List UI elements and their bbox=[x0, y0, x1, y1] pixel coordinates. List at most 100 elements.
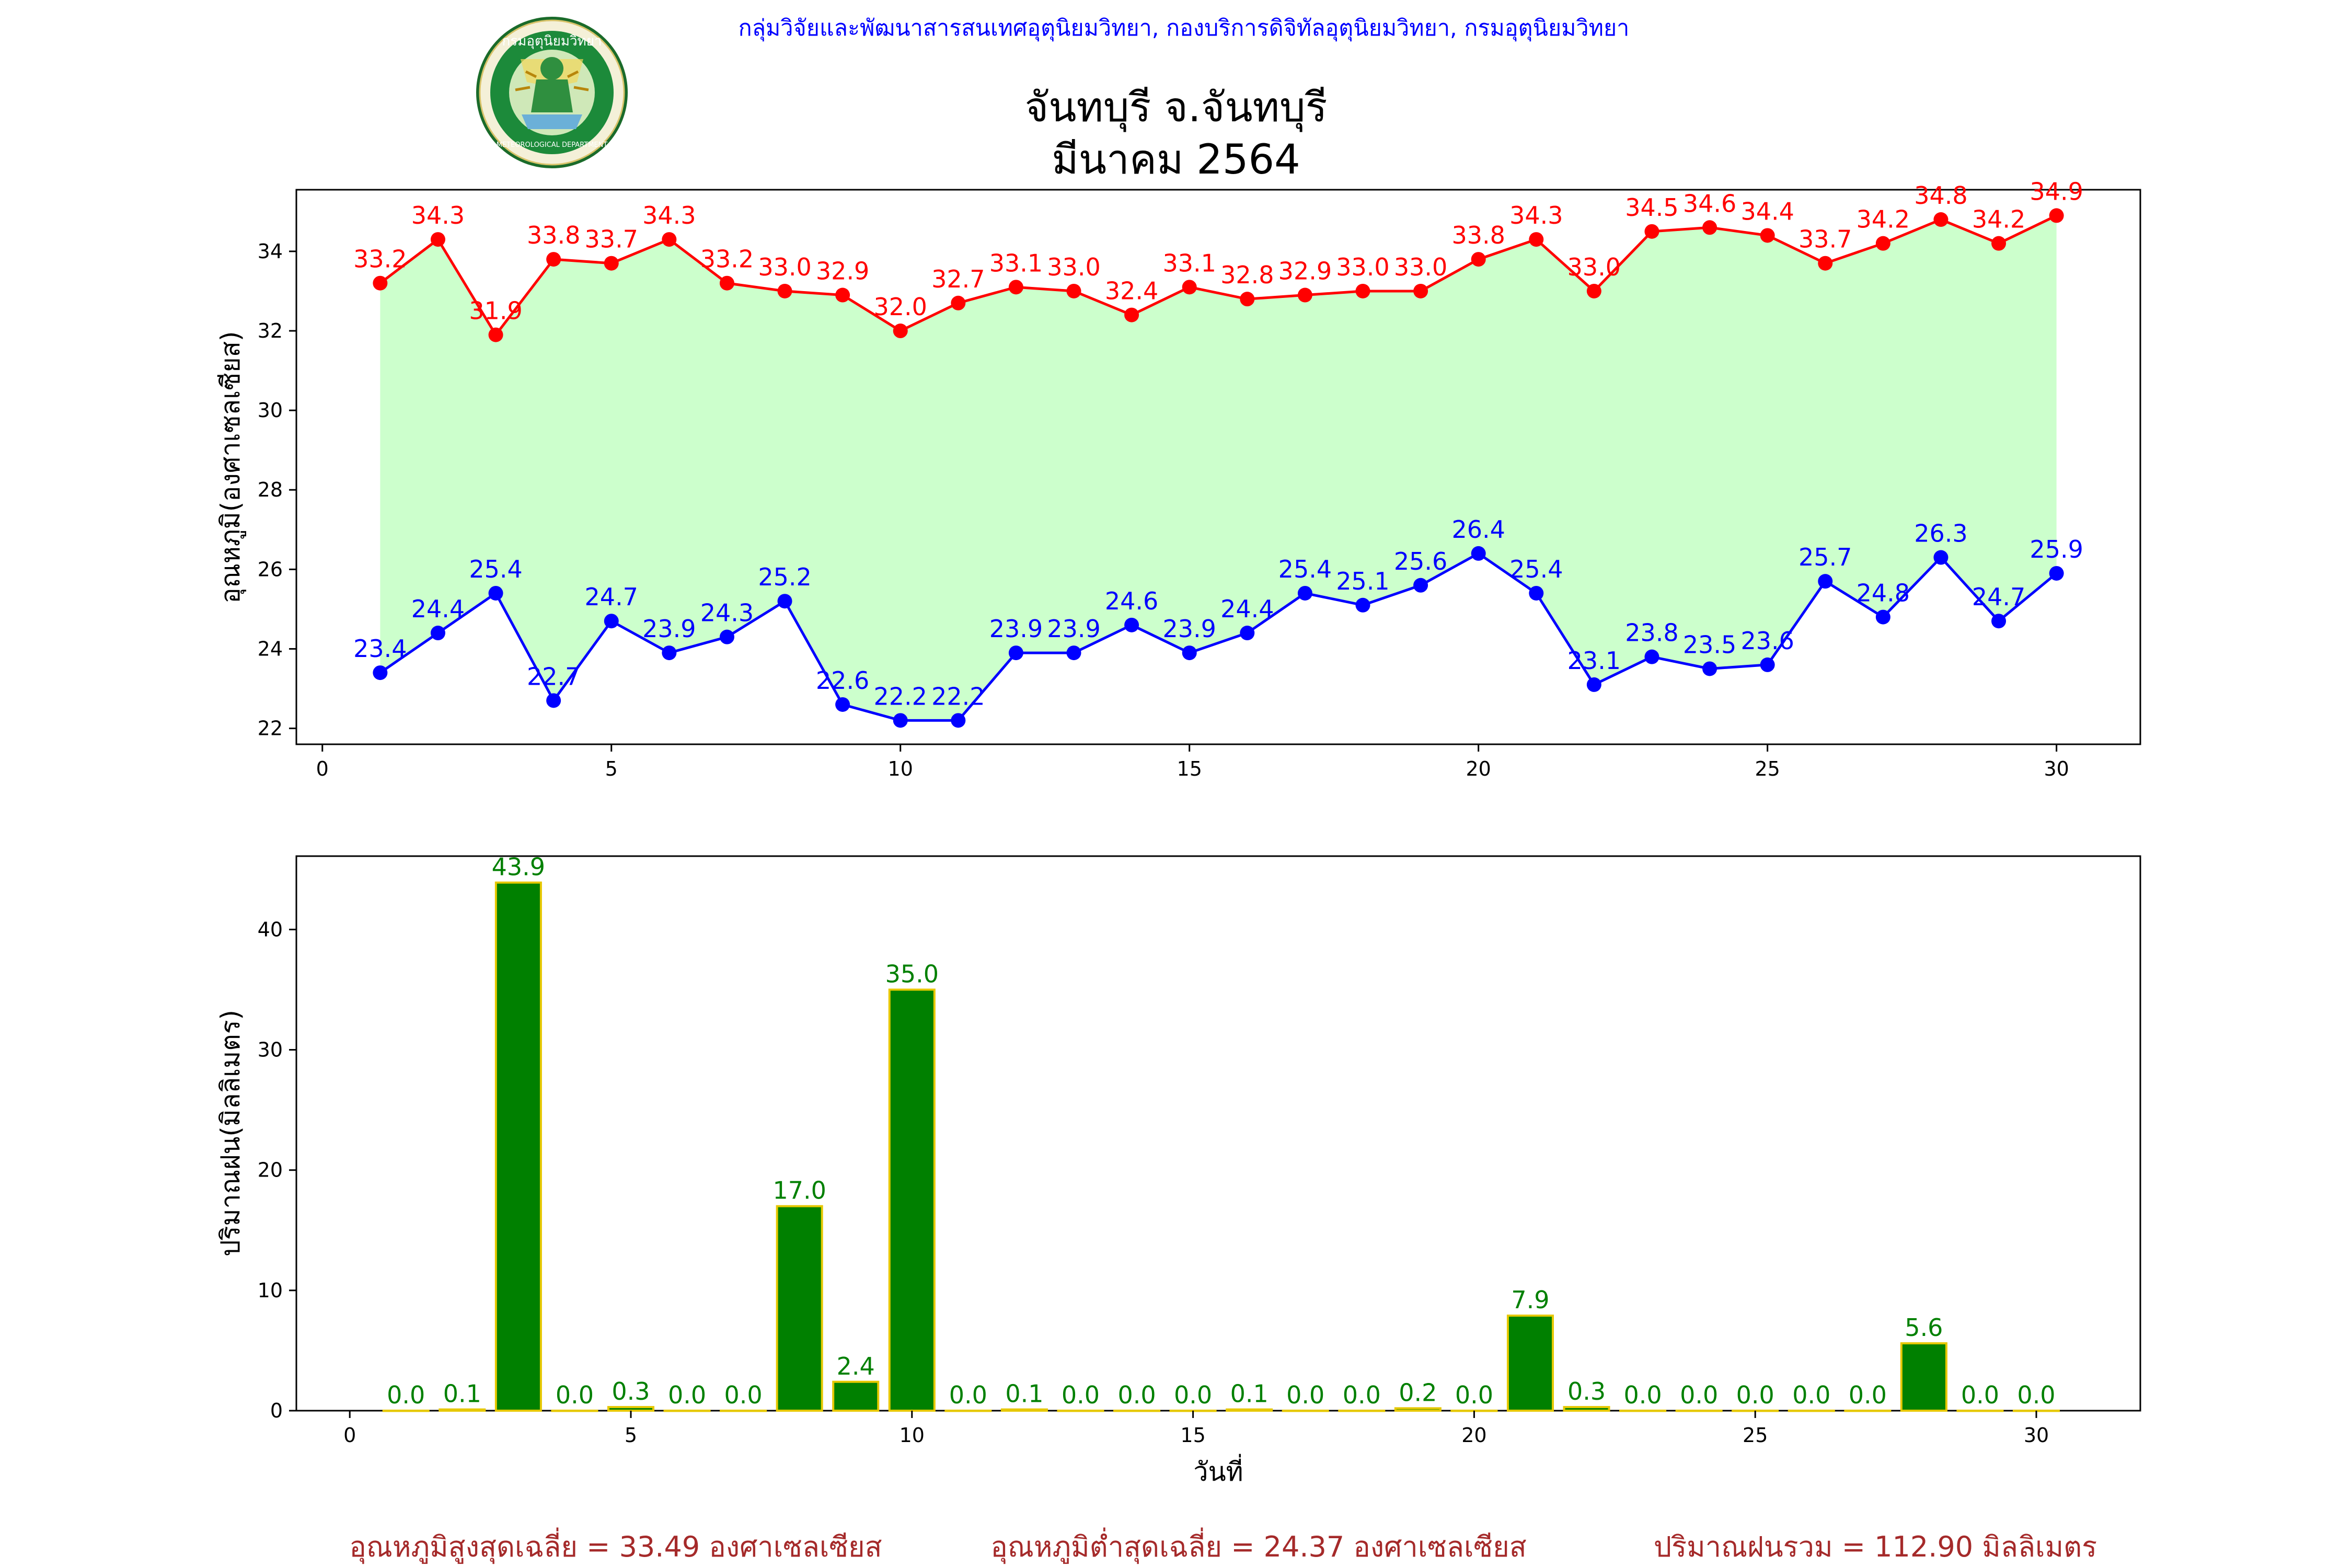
temperature-min-label: 26.3 bbox=[1914, 520, 1967, 548]
temperature-max-label: 34.3 bbox=[411, 201, 465, 229]
temperature-x-tick-label: 15 bbox=[1177, 757, 1202, 780]
rainfall-x-tick-label: 5 bbox=[625, 1424, 637, 1447]
temperature-max-point bbox=[546, 252, 561, 267]
temperature-max-line bbox=[379, 214, 2057, 338]
temperature-min-label: 23.9 bbox=[642, 615, 696, 643]
temperature-min-point bbox=[1240, 626, 1255, 641]
temperature-max-point bbox=[1586, 283, 1601, 298]
temperature-y-ticks: 22 24 26 28 30 32 34 bbox=[258, 240, 296, 740]
temperature-min-label: 25.4 bbox=[469, 555, 522, 583]
rainfall-y-tick-label: 40 bbox=[258, 918, 283, 941]
temperature-min-label: 24.4 bbox=[1220, 595, 1274, 623]
temperature-min-point bbox=[1413, 578, 1428, 593]
temperature-max-label: 32.8 bbox=[1220, 261, 1274, 289]
temperature-min-label: 25.9 bbox=[2030, 535, 2083, 563]
temperature-range-area bbox=[380, 215, 2057, 721]
rainfall-bar-label: 0.0 bbox=[1792, 1381, 1830, 1409]
temperature-x-tick-label: 0 bbox=[316, 757, 329, 780]
rainfall-bar bbox=[888, 988, 936, 1412]
temperature-max-point bbox=[488, 327, 503, 342]
rainfall-bar bbox=[1506, 1315, 1554, 1412]
temperature-min-point bbox=[1644, 649, 1659, 664]
temperature-min-point bbox=[2049, 566, 2064, 581]
temperature-min-label: 24.7 bbox=[1972, 583, 2025, 611]
rainfall-bar bbox=[607, 1406, 655, 1412]
temperature-min-line bbox=[379, 551, 2058, 722]
temperature-x-tick-label: 20 bbox=[1466, 757, 1491, 780]
temperature-max-point bbox=[1124, 307, 1139, 322]
rainfall-bar-label: 0.0 bbox=[1736, 1381, 1774, 1409]
rainfall-bar-label: 0.1 bbox=[1005, 1380, 1043, 1408]
temperature-max-point bbox=[1471, 252, 1486, 267]
temperature-max-label: 33.7 bbox=[585, 225, 638, 253]
temperature-max-label: 34.2 bbox=[1857, 205, 1910, 234]
rainfall-bar-label: 0.0 bbox=[1455, 1381, 1493, 1409]
temperature-min-point bbox=[1297, 585, 1312, 601]
temperature-range-fill bbox=[380, 215, 2057, 721]
temperature-max-label: 33.8 bbox=[527, 221, 580, 249]
rainfall-x-tick-label: 15 bbox=[1180, 1424, 1205, 1447]
rainfall-bar-label: 0.0 bbox=[1343, 1381, 1381, 1409]
temperature-max-label: 34.9 bbox=[2030, 177, 2083, 205]
rainfall-bar-label: 0.1 bbox=[443, 1380, 481, 1408]
rainfall-bar-label: 2.4 bbox=[837, 1352, 875, 1380]
temperature-y-tick-label: 24 bbox=[258, 637, 283, 660]
agency-line: กลุ่มวิจัยและพัฒนาสารสนเทศอุตุนิยมวิทยา,… bbox=[739, 15, 1630, 42]
rainfall-y-tick-label: 10 bbox=[258, 1279, 283, 1302]
rainfall-y-ticks: 0 10 20 30 40 bbox=[258, 918, 296, 1422]
temperature-y-tick-label: 28 bbox=[258, 478, 283, 501]
temperature-max-label: 34.5 bbox=[1625, 193, 1678, 222]
temperature-max-point bbox=[1933, 212, 1949, 227]
temperature-max-label: 33.1 bbox=[1162, 249, 1216, 277]
temperature-max-label: 33.1 bbox=[989, 249, 1043, 277]
rainfall-bar-label: 0.0 bbox=[1961, 1381, 1999, 1409]
rainfall-bar-label: 0.0 bbox=[1062, 1381, 1100, 1409]
temperature-min-label: 25.1 bbox=[1336, 567, 1389, 595]
temperature-max-point bbox=[662, 232, 677, 247]
rainfall-bar bbox=[439, 1408, 486, 1412]
logo-text: กรมอุตุนิยมวิทยา bbox=[502, 33, 602, 49]
temperature-max-point bbox=[777, 283, 792, 298]
temperature-min-point bbox=[1355, 597, 1370, 613]
temperature-min-point bbox=[1991, 614, 2007, 629]
temperature-max-point bbox=[1529, 232, 1544, 247]
temperature-x-tick-label: 30 bbox=[2044, 757, 2069, 780]
temperature-max-label: 33.8 bbox=[1451, 221, 1505, 249]
temperature-max-label: 34.3 bbox=[1509, 201, 1563, 229]
temperature-min-label: 25.4 bbox=[1278, 555, 1332, 583]
rainfall-bar-label: 0.0 bbox=[2017, 1381, 2055, 1409]
temperature-max-label: 34.3 bbox=[642, 201, 696, 229]
rainfall-bar-label: 17.0 bbox=[773, 1177, 826, 1205]
temperature-y-tick-label: 30 bbox=[258, 399, 283, 422]
rainfall-bar-label: 0.0 bbox=[387, 1381, 425, 1409]
summary: อุณหภูมิสูงสุดเฉลี่ย = 33.49 องศาเซลเซีย… bbox=[349, 1527, 2097, 1564]
temperature-max-label: 32.7 bbox=[931, 265, 985, 293]
temperature-max-point bbox=[1008, 280, 1023, 295]
rainfall-x-tick-label: 25 bbox=[1743, 1424, 1768, 1447]
temperature-min-label: 23.8 bbox=[1625, 619, 1678, 647]
temperature-min-label: 24.4 bbox=[411, 595, 465, 623]
temperature-min-label: 23.4 bbox=[353, 635, 407, 663]
temperature-max-label: 33.0 bbox=[1336, 253, 1389, 281]
header: กรมอุตุนิยมวิทยา METEOROLOGICAL DEPARTME… bbox=[476, 15, 1630, 183]
temperature-data-labels: 33.234.331.933.8 33.734.333.2 33.0 32.932.0… bbox=[353, 177, 2083, 710]
temperature-max-point bbox=[719, 275, 734, 291]
rainfall-x-tick-label: 0 bbox=[343, 1424, 356, 1447]
temperature-y-tick-label: 34 bbox=[258, 240, 283, 263]
temperature-min-label: 25.2 bbox=[758, 563, 811, 591]
chart-title-month: มีนาคม 2564 bbox=[1052, 136, 1300, 183]
rainfall-x-tick-label: 20 bbox=[1461, 1424, 1486, 1447]
rainfall-plot-area bbox=[295, 855, 2141, 1412]
temperature-x-tick-label: 10 bbox=[888, 757, 913, 780]
rainfall-bar bbox=[1226, 1408, 1273, 1412]
rainfall-bar-label: 0.0 bbox=[1174, 1381, 1212, 1409]
temperature-max-label: 33.7 bbox=[1798, 225, 1852, 253]
temperature-min-point bbox=[1818, 574, 1833, 589]
temperature-max-label: 34.2 bbox=[1972, 205, 2025, 234]
temperature-max-point bbox=[1991, 236, 2007, 251]
temperature-max-label: 34.6 bbox=[1683, 189, 1736, 217]
temperature-min-point bbox=[662, 645, 677, 661]
temperature-x-tick-label: 25 bbox=[1755, 757, 1780, 780]
rainfall-chart: 0.0 0.1 43.9 0.0 0.3 0.0 0.0 17.0 2.4 35.0 0.0 0.1 0… bbox=[215, 853, 2141, 1487]
temperature-min-point bbox=[430, 626, 445, 641]
